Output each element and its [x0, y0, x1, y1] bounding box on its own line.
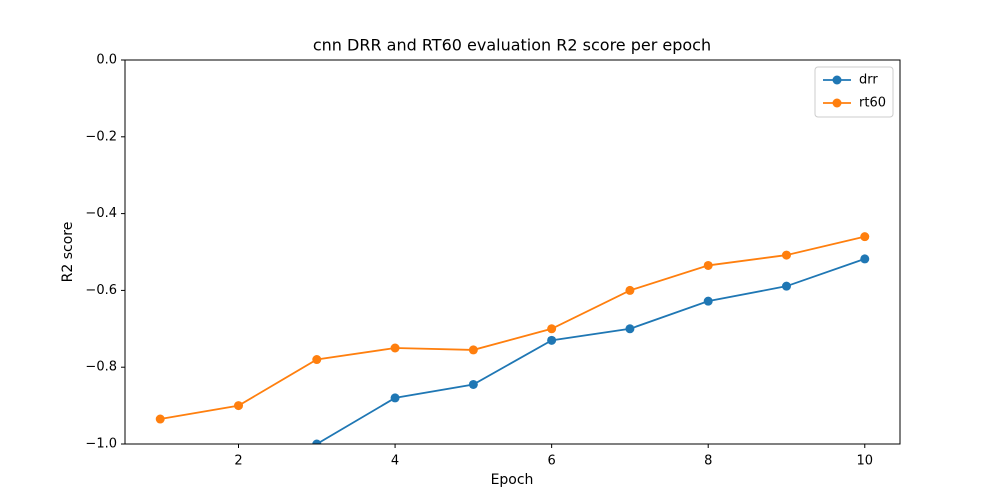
x-tick-label: 2	[234, 454, 242, 469]
data-point	[547, 335, 557, 345]
data-point	[625, 285, 635, 295]
data-point	[468, 345, 478, 355]
x-tick-label: 10	[856, 454, 873, 469]
data-point	[625, 324, 635, 334]
data-point	[390, 393, 400, 403]
y-tick-label: −0.8	[85, 360, 117, 375]
y-tick-label: 0.0	[96, 53, 117, 68]
data-point	[390, 343, 400, 353]
data-point	[703, 260, 713, 270]
data-point	[781, 250, 791, 260]
data-point	[781, 281, 791, 291]
x-tick-label: 4	[391, 454, 399, 469]
legend-marker	[832, 98, 842, 108]
data-point	[155, 414, 165, 424]
x-tick-label: 6	[548, 454, 556, 469]
y-tick-label: −0.6	[85, 283, 117, 298]
legend-marker	[832, 75, 842, 85]
plot-area	[155, 232, 870, 444]
data-point	[860, 254, 870, 264]
data-point	[468, 379, 478, 389]
data-point	[703, 296, 713, 306]
legend-label: drr	[859, 73, 878, 88]
data-point	[547, 324, 557, 334]
series-line	[316, 258, 866, 444]
y-tick-label: −1.0	[85, 437, 117, 452]
y-tick-label: −0.4	[85, 206, 117, 221]
data-point	[860, 232, 870, 242]
chart-title: cnn DRR and RT60 evaluation R2 score per…	[313, 36, 711, 55]
y-axis-label: R2 score	[60, 222, 76, 283]
data-point	[234, 401, 244, 411]
data-point	[312, 355, 322, 365]
y-tick-label: −0.2	[85, 129, 117, 144]
plot-frame	[124, 59, 901, 445]
x-axis-label: Epoch	[491, 472, 534, 488]
series-line	[160, 235, 865, 420]
data-point	[312, 439, 322, 444]
x-tick-label: 8	[704, 454, 712, 469]
legend-label: rt60	[859, 96, 886, 111]
